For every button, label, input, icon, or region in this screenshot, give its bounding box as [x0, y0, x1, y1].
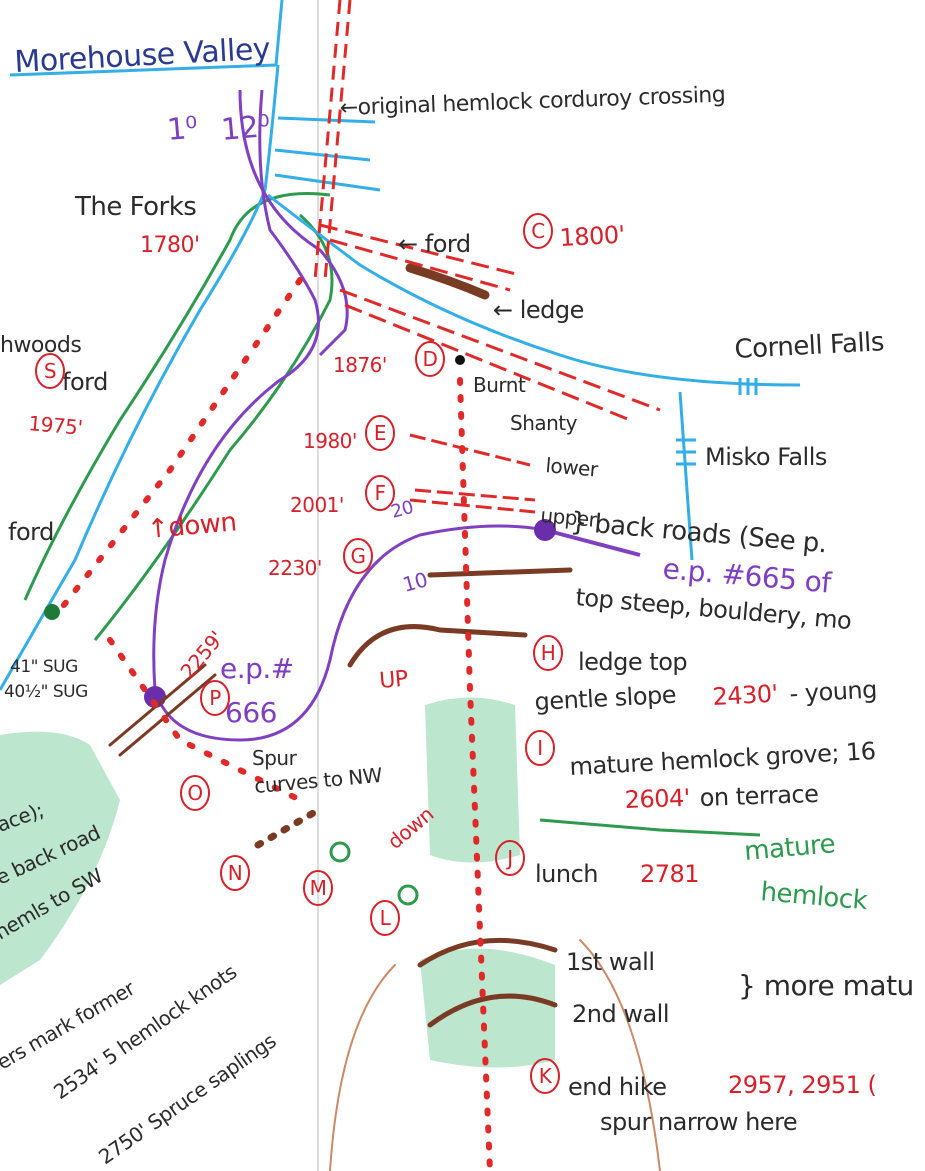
- label: UP: [378, 667, 409, 694]
- waypoint-letter: P: [209, 686, 221, 710]
- label: end hike: [568, 1073, 667, 1101]
- tree-marker: [44, 604, 60, 620]
- label: ← ford: [398, 230, 471, 258]
- label: hwoods: [0, 333, 81, 358]
- label: 2nd wall: [572, 1000, 669, 1028]
- waypoint-letter: H: [541, 641, 556, 665]
- label: e.p.#: [220, 652, 294, 685]
- waypoint-letter: S: [44, 359, 56, 383]
- waypoint-letter: C: [531, 219, 544, 243]
- label: 40½" SUG: [4, 682, 88, 702]
- label: lower: [545, 453, 600, 482]
- label: 1980': [303, 429, 357, 453]
- label: Burnt: [473, 373, 526, 397]
- label: 1876': [333, 353, 387, 377]
- label: 41" SUG: [10, 657, 78, 677]
- label: 12⁰: [220, 109, 272, 148]
- waypoint-letter: F: [374, 481, 385, 505]
- label: ledge top: [578, 648, 687, 676]
- waypoint-letter: M: [310, 876, 327, 900]
- label: - young: [789, 675, 878, 708]
- label: 2781: [640, 860, 699, 888]
- waypoint-letter: D: [423, 347, 438, 371]
- label: Misko Falls: [705, 443, 827, 471]
- waypoint-letter: O: [187, 781, 202, 805]
- label: Shanty: [510, 411, 578, 435]
- waypoint-letter: L: [380, 906, 392, 930]
- label: Spur: [252, 746, 298, 770]
- waypoint-letter: G: [351, 544, 366, 568]
- label: ford: [62, 368, 108, 396]
- label: lunch: [535, 860, 598, 888]
- label: 2604': [624, 784, 690, 814]
- label: 1780': [140, 233, 200, 258]
- label: ford: [8, 518, 54, 546]
- label: 1975': [28, 411, 84, 440]
- waypoint-letter: E: [374, 421, 386, 445]
- burnt-shanty-site: [455, 355, 465, 365]
- label: 1800': [559, 221, 626, 252]
- label: 666: [225, 696, 277, 729]
- label: 1st wall: [566, 948, 654, 976]
- label: spur narrow here: [600, 1108, 797, 1136]
- label: 2230': [268, 556, 322, 580]
- label: on terrace: [699, 780, 819, 812]
- waypoint-letter: I: [537, 736, 542, 760]
- label: 1⁰: [166, 110, 199, 147]
- waypoint-letter: N: [228, 861, 242, 885]
- label: 2430': [712, 680, 779, 711]
- map: Morehouse Valley1⁰12⁰←original hemlock c…: [0, 0, 925, 1171]
- label: 2001': [290, 493, 344, 517]
- waypoint-letter: J: [505, 846, 512, 870]
- label: The Forks: [74, 192, 196, 222]
- waypoint-letter: K: [539, 1064, 553, 1088]
- label: } more matu: [738, 969, 914, 1002]
- label: ← ledge: [493, 296, 584, 324]
- label: 2957, 2951 (: [728, 1071, 876, 1099]
